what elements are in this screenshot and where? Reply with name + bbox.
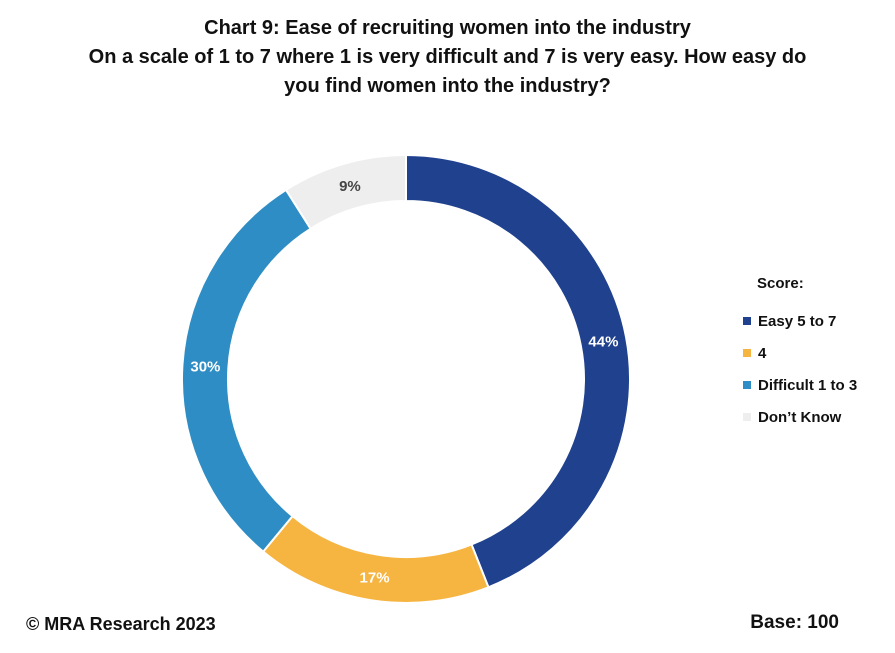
base-text: Base: 100: [750, 612, 839, 633]
legend-item-difficult: Difficult 1 to 3: [743, 369, 857, 401]
legend-swatch-easy: [743, 317, 751, 325]
chart-title: Chart 9: Ease of recruiting women into t…: [0, 14, 895, 101]
legend-swatch-neutral: [743, 349, 751, 357]
legend-item-dont-know: Don’t Know: [743, 401, 857, 433]
donut-slice-dont-know: [284, 153, 407, 231]
chart-title-line-2: On a scale of 1 to 7 where 1 is very dif…: [88, 46, 807, 68]
legend-item-easy: Easy 5 to 7: [743, 305, 857, 337]
data-label-neutral: 17%: [360, 570, 390, 587]
legend-label-easy: Easy 5 to 7: [758, 312, 837, 330]
donut-slice-neutral: [261, 514, 490, 604]
chart-title-line-3: you find women into the industry?: [284, 75, 611, 97]
legend-swatch-dont-know: [743, 413, 751, 421]
chart-legend: Score: Easy 5 to 7 4 Difficult 1 to 3 Do…: [743, 275, 857, 433]
data-label-difficult: 30%: [190, 358, 220, 375]
legend-label-neutral: 4: [758, 344, 767, 362]
copyright-text: © MRA Research 2023: [26, 614, 216, 634]
legend-title: Score:: [757, 275, 804, 292]
chart-title-line-1: Chart 9: Ease of recruiting women into t…: [204, 17, 691, 39]
legend-label-dont-know: Don’t Know: [758, 408, 842, 426]
data-label-dont-know: 9%: [339, 178, 361, 195]
legend-label-difficult: Difficult 1 to 3: [758, 376, 858, 394]
legend-swatch-difficult: [743, 381, 751, 389]
donut-slice-easy: [405, 153, 631, 589]
legend-item-neutral: 4: [743, 337, 857, 369]
data-label-easy: 44%: [588, 333, 618, 350]
